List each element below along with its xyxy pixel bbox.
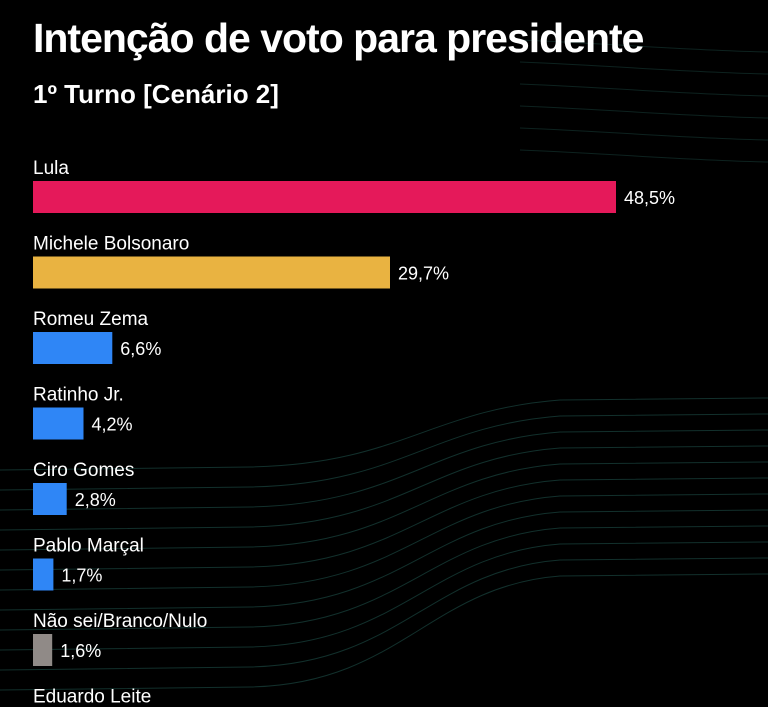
bar: [33, 483, 67, 515]
value-label: 4,2%: [92, 415, 133, 435]
background-line: [0, 397, 768, 471]
background-line: [519, 61, 768, 75]
background-line: [0, 525, 768, 631]
value-label: 48,5%: [624, 188, 675, 208]
value-label: 29,7%: [398, 264, 449, 284]
category-label: Não sei/Branco/Nulo: [33, 611, 207, 632]
bar: [33, 634, 53, 666]
background-line: [0, 557, 768, 671]
background-line: [0, 413, 768, 491]
chart-subtitle: 1º Turno [Cenário 2]: [33, 79, 279, 109]
background-line: [0, 445, 768, 531]
bar: [33, 256, 390, 289]
background-line: [519, 149, 768, 163]
bar: [33, 181, 616, 213]
value-label: 2,8%: [75, 490, 116, 510]
background-line: [0, 429, 768, 511]
value-label: 1,7%: [61, 566, 102, 586]
background-line: [519, 39, 768, 53]
background-line: [0, 509, 768, 611]
category-label: Ciro Gomes: [33, 460, 134, 481]
background-line: [0, 461, 768, 551]
category-label: Eduardo Leite: [33, 687, 151, 707]
background-line: [0, 541, 768, 651]
category-label: Ratinho Jr.: [33, 385, 124, 406]
background-line: [0, 573, 768, 691]
background-line: [0, 477, 768, 571]
value-label: 1,6%: [60, 641, 101, 661]
background-line: [519, 127, 768, 141]
bar: [33, 558, 54, 591]
background-line: [519, 83, 768, 97]
chart-title: Intenção de voto para presidente: [33, 15, 644, 61]
category-label: Pablo Marçal: [33, 536, 144, 557]
background-line: [519, 105, 768, 119]
background-line: [0, 493, 768, 591]
category-label: Michele Bolsonaro: [33, 234, 189, 255]
value-label: 6,6%: [120, 339, 161, 359]
bar: [33, 332, 113, 364]
category-label: Lula: [33, 158, 69, 179]
category-label: Romeu Zema: [33, 309, 149, 330]
bar: [33, 407, 84, 440]
